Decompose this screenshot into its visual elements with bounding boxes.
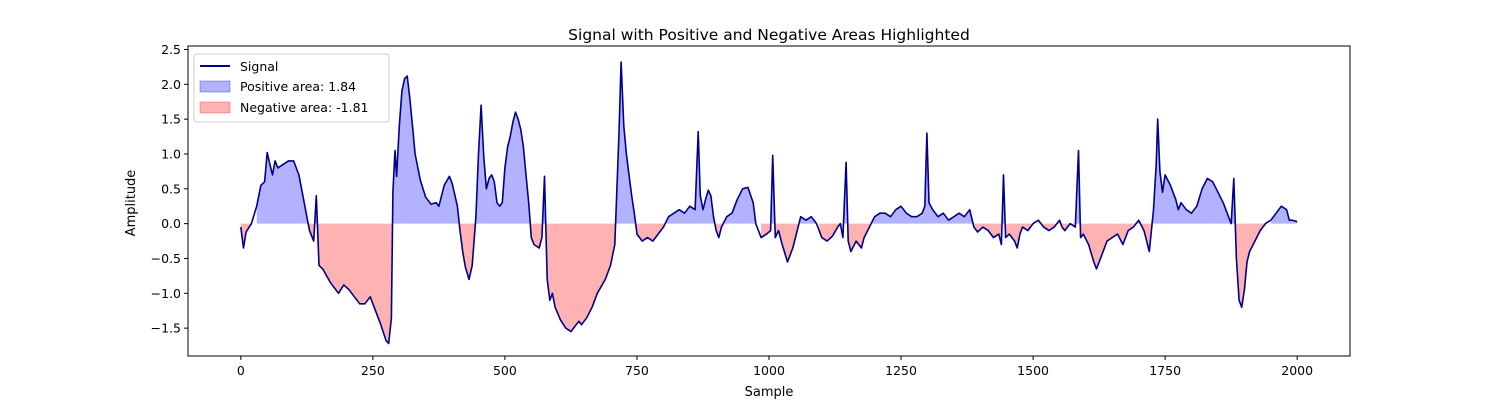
negative-area-32 — [1080, 223, 1137, 269]
y-tick-label: 0.0 — [161, 216, 181, 231]
series-lines — [240, 61, 1298, 345]
y-tick-label: −1.0 — [151, 286, 181, 301]
negative-area-16 — [761, 223, 771, 238]
legend: Signal Positive area: 1.84 Negative area… — [193, 53, 390, 123]
x-tick-label: 1250 — [885, 363, 917, 378]
legend-positive-swatch — [199, 80, 231, 93]
y-axis-ticks: −1.5 −1.0 −0.5 0.0 0.5 1.0 1.5 2.0 2.5 — [151, 42, 188, 336]
y-tick-label: 2.0 — [161, 77, 181, 92]
x-tick-label: 0 — [237, 363, 245, 378]
y-tick-label: 2.5 — [161, 42, 181, 57]
negative-area-4 — [317, 223, 393, 344]
positive-area-1 — [256, 152, 309, 224]
negative-area-30 — [1060, 223, 1076, 231]
x-axis-ticks: 0 250 500 750 1000 1250 1500 1750 2000 — [237, 356, 1313, 378]
x-tick-label: 250 — [361, 363, 385, 378]
x-tick-label: 1750 — [1149, 363, 1181, 378]
x-tick-label: 1000 — [753, 363, 785, 378]
y-tick-label: −1.5 — [151, 321, 181, 336]
positive-area-23 — [871, 133, 974, 224]
x-tick-label: 750 — [625, 363, 649, 378]
positive-area-35 — [1152, 119, 1236, 224]
x-tick-label: 500 — [493, 363, 517, 378]
x-tick-label: 2000 — [1281, 363, 1313, 378]
legend-label-signal: Signal — [240, 59, 278, 74]
y-tick-label: −0.5 — [151, 251, 181, 266]
positive-area-7 — [475, 105, 531, 224]
negative-area-12 — [635, 223, 666, 242]
negative-area-36 — [1235, 223, 1266, 308]
y-tick-label: 1.5 — [161, 112, 181, 127]
negative-area-20 — [819, 223, 844, 242]
legend-label-positive: Positive area: 1.84 — [240, 79, 356, 94]
positive-area-37 — [1270, 206, 1298, 224]
negative-area-10 — [545, 223, 616, 332]
chart-title: Signal with Positive and Negative Areas … — [568, 26, 970, 44]
negative-area-2 — [308, 223, 315, 242]
x-tick-label: 1500 — [1017, 363, 1049, 378]
signal-line — [240, 61, 1298, 345]
x-axis-label: Sample — [745, 385, 794, 400]
y-axis-label: Amplitude — [124, 170, 139, 237]
legend-label-negative: Negative area: -1.81 — [240, 100, 368, 115]
legend-negative-swatch — [199, 101, 231, 114]
positive-area-5 — [392, 76, 460, 224]
y-tick-label: 1.0 — [161, 146, 181, 161]
plot-frame — [187, 45, 1351, 357]
positive-area-13 — [665, 131, 715, 224]
negative-area-6 — [459, 223, 476, 280]
y-tick-label: 0.5 — [161, 181, 181, 196]
negative-area-28 — [1041, 223, 1057, 231]
negative-area-18 — [774, 223, 799, 262]
legend-box — [193, 53, 390, 123]
